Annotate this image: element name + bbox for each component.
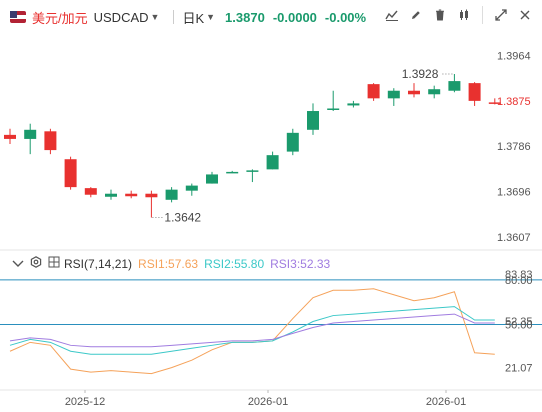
candle-body[interactable] <box>4 134 16 139</box>
price-change: -0.0000 <box>272 9 317 25</box>
candle-body[interactable] <box>367 84 380 99</box>
chart-header: 美元/加元 USDCAD ▼ 日K ▼ 1.3870 -0.0000 -0.00… <box>0 0 542 34</box>
us-flag-icon <box>10 11 26 23</box>
rsi-tick-label: 21.07 <box>505 363 533 375</box>
candle-body[interactable] <box>206 174 218 184</box>
divider <box>173 10 175 24</box>
price-axis: 1.3964 1.3875 1.3786 1.3696 1.3607 <box>497 51 531 244</box>
rsi-series-line-3 <box>9 313 495 348</box>
time-tick-label: 2026-01 <box>248 396 288 408</box>
candle-body[interactable] <box>266 155 279 170</box>
rsi-series-line-1 <box>9 288 495 375</box>
close-icon[interactable] <box>516 6 534 24</box>
candle-body[interactable] <box>24 129 37 139</box>
rsi-level-label: 50.00 <box>505 319 533 331</box>
candle-body[interactable] <box>468 83 481 101</box>
candle-body[interactable] <box>226 171 239 174</box>
candle-body[interactable] <box>84 188 97 195</box>
low-annotation: 1.3642 <box>164 211 201 225</box>
rsi-series-line-2 <box>9 306 495 355</box>
rsi1-legend: RSI1:57.63 <box>138 256 199 271</box>
candle-body[interactable] <box>307 111 319 130</box>
price-tick-label: 1.3607 <box>497 232 531 244</box>
rsi2-legend: RSI2:55.80 <box>204 256 265 271</box>
candle-body[interactable] <box>125 193 138 197</box>
pair-name-cn[interactable]: 美元/加元 <box>32 10 88 26</box>
candle-body[interactable] <box>408 90 420 95</box>
price-tick-label: 1.3964 <box>497 51 531 63</box>
candle-body[interactable] <box>185 185 198 191</box>
last-price: 1.3870 <box>225 9 265 25</box>
edit-icon[interactable] <box>407 6 425 24</box>
rsi3-legend: RSI3:52.33 <box>270 256 331 271</box>
chevron-down-icon[interactable]: ▼ <box>150 12 160 22</box>
time-axis: 2025-12 2026-01 2026-01 <box>65 390 466 408</box>
candle-body[interactable] <box>286 132 299 152</box>
candle-body[interactable] <box>165 189 178 200</box>
rsi-legend: RSI(7,14,21) RSI1:57.63 RSI2:55.80 RSI3:… <box>12 256 330 271</box>
candle-body[interactable] <box>428 89 441 95</box>
price-change-pct: -0.00% <box>324 9 367 25</box>
fullscreen-icon[interactable] <box>48 256 60 271</box>
toolbar <box>383 6 534 24</box>
price-tick-label: 1.3696 <box>497 187 531 199</box>
candle-body[interactable] <box>145 193 158 198</box>
settings-gear-icon[interactable] <box>30 256 42 271</box>
period-selector[interactable]: 日K <box>182 10 205 26</box>
rsi-panel: 80.00 50.00 83.83 52.35 21.07 <box>0 269 542 375</box>
candle-body[interactable] <box>64 159 77 188</box>
collapse-chevron-icon[interactable] <box>12 257 24 271</box>
rsi-title: RSI(7,14,21) <box>64 256 133 271</box>
line-chart-icon[interactable] <box>383 6 401 24</box>
candle-body[interactable] <box>387 90 400 99</box>
candle-body[interactable] <box>105 193 117 197</box>
high-annotation: 1.3928 <box>402 67 439 81</box>
time-tick-label: 2026-01 <box>426 396 466 408</box>
candles-group: 1.3928 1.3642 <box>4 67 501 225</box>
delete-icon[interactable] <box>431 6 449 24</box>
time-tick-label: 2025-12 <box>65 396 105 408</box>
price-tick-label: 1.3786 <box>497 141 531 153</box>
rsi-tick-label: 52.35 <box>505 316 533 328</box>
candle-body[interactable] <box>448 81 461 91</box>
candle-body[interactable] <box>347 103 360 106</box>
rsi-level-label: 80.00 <box>505 275 533 287</box>
candles-icon[interactable] <box>455 6 473 24</box>
period-chevron-down-icon[interactable]: ▼ <box>206 12 216 22</box>
pair-code[interactable]: USDCAD <box>93 9 149 25</box>
candle-body[interactable] <box>246 170 259 172</box>
expand-icon[interactable] <box>492 6 510 24</box>
rsi-tick-label: 83.83 <box>505 269 533 281</box>
candle-body[interactable] <box>327 108 340 110</box>
grid-lines <box>0 249 542 391</box>
toolbar-divider <box>482 6 483 24</box>
candle-body[interactable] <box>488 102 501 104</box>
price-tick-label: 1.3875 <box>497 96 531 108</box>
candle-body[interactable] <box>44 131 57 151</box>
